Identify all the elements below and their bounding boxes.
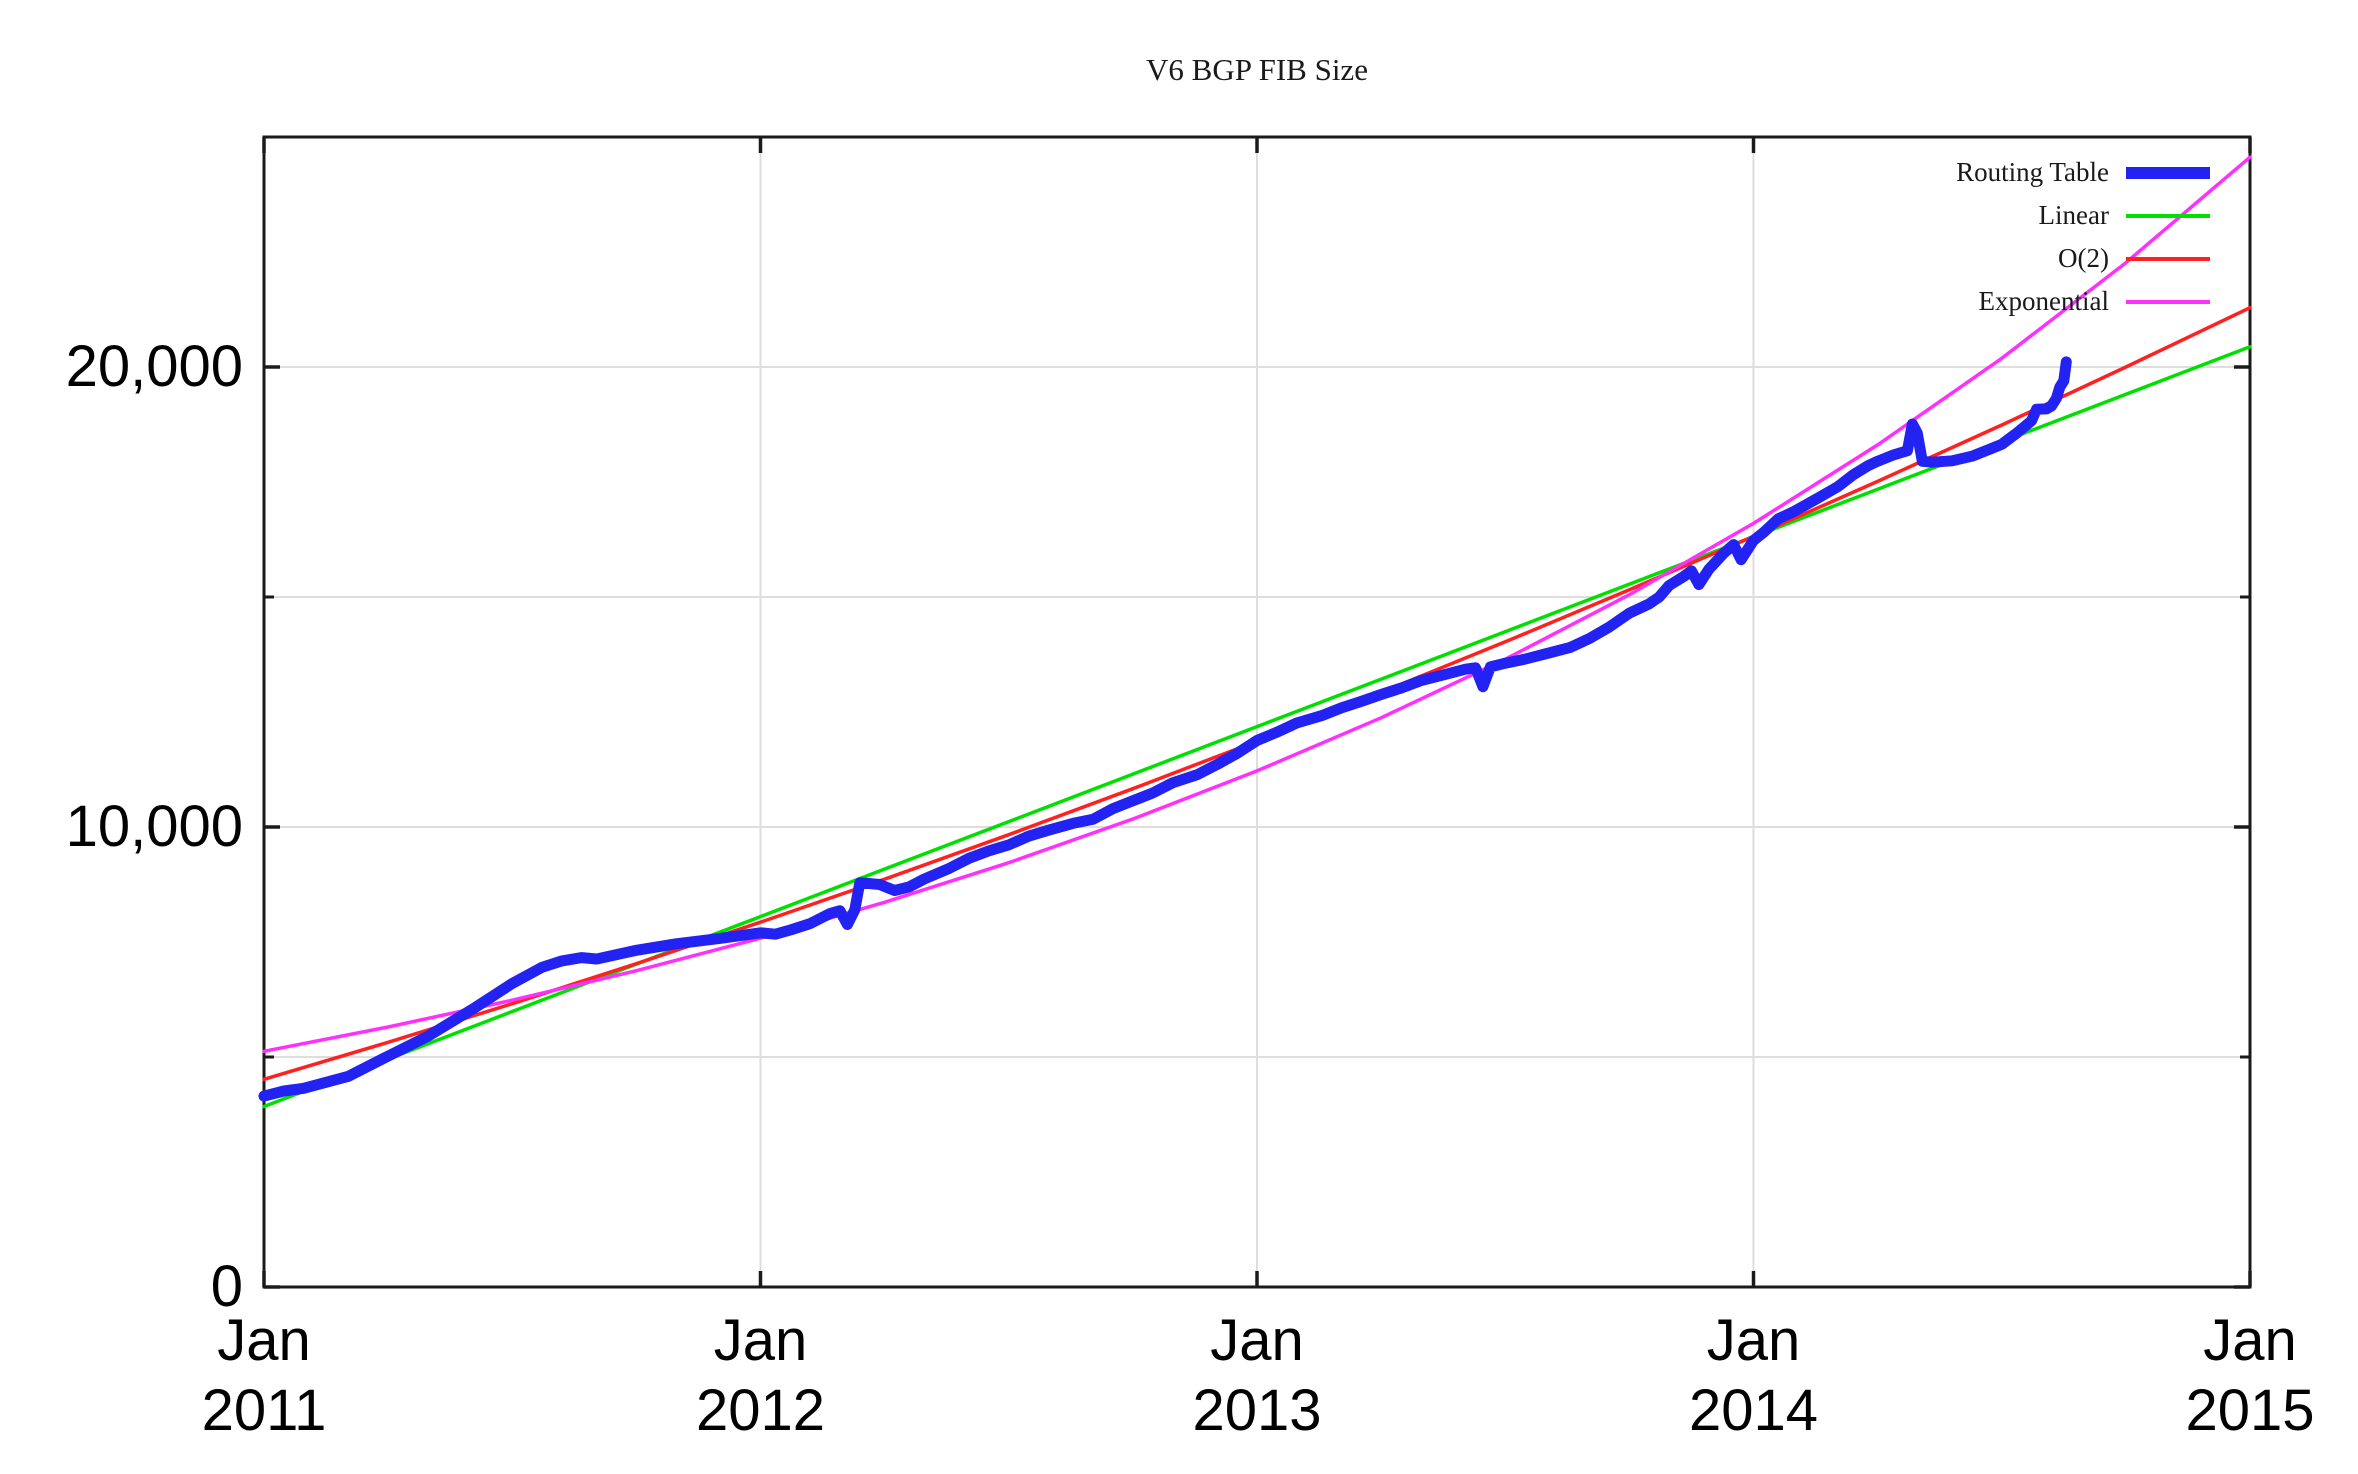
x-tick-month: Jan — [1706, 1308, 1801, 1373]
legend-item-exponential: Exponential — [1956, 280, 2210, 323]
legend-swatch-linear — [2126, 213, 2210, 218]
x-tick-label-2011: Jan 2011 — [202, 1306, 327, 1446]
x-tick-label-2012: Jan 2012 — [696, 1306, 825, 1446]
y-tick-label-0: 0 — [210, 1254, 243, 1319]
y-tick-label-10000: 10,000 — [65, 794, 243, 859]
chart-title: V6 BGP FIB Size — [1146, 52, 1368, 87]
x-tick-year: 2014 — [1688, 1378, 1819, 1443]
legend-label: Linear — [2038, 200, 2109, 230]
x-tick-month: Jan — [713, 1308, 808, 1373]
x-tick-year: 2015 — [2185, 1378, 2315, 1443]
x-tick-month: Jan — [217, 1308, 311, 1373]
x-tick-label-2015: Jan 2015 — [2185, 1306, 2314, 1446]
legend-label: Exponential — [1978, 286, 2109, 316]
legend-swatch-o2 — [2126, 256, 2210, 261]
x-tick-label-2013: Jan 2013 — [1192, 1306, 1321, 1446]
x-tick-month: Jan — [2203, 1308, 2297, 1373]
series-routing-table-line — [258, 356, 2072, 1102]
legend-item-linear: Linear — [1956, 194, 2210, 237]
legend-label: Routing Table — [1956, 157, 2109, 187]
x-tick-year: 2012 — [695, 1378, 826, 1443]
legend-swatch-exponential — [2126, 299, 2210, 304]
y-tick-label-20000: 20,000 — [65, 334, 243, 399]
x-tick-label-2014: Jan 2014 — [1689, 1306, 1818, 1446]
series-exponential-line — [262, 155, 2252, 1054]
legend: Routing Table Linear O(2) Exponential — [1956, 151, 2210, 323]
legend-swatch-routing-table — [2126, 166, 2210, 179]
x-tick-year: 2011 — [201, 1378, 327, 1443]
legend-item-routing-table: Routing Table — [1956, 151, 2210, 194]
legend-item-o2: O(2) — [1956, 237, 2210, 280]
legend-label: O(2) — [2058, 243, 2109, 273]
x-tick-year: 2013 — [1192, 1378, 1322, 1443]
x-tick-month: Jan — [1210, 1308, 1304, 1373]
